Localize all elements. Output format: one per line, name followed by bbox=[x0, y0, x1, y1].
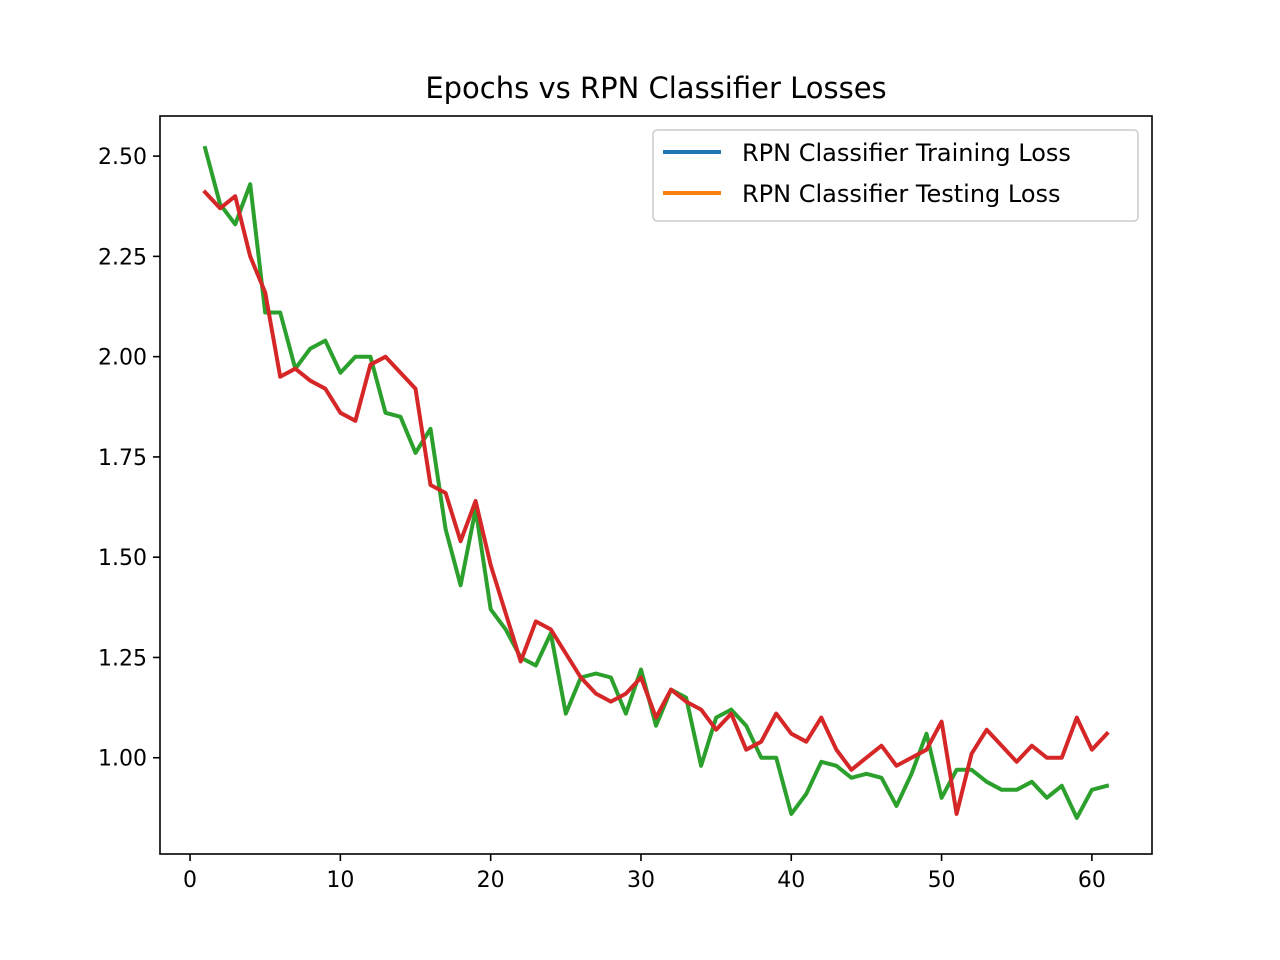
chart-title: Epochs vs RPN Classifier Losses bbox=[425, 71, 886, 105]
legend: RPN Classifier Training Loss RPN Classif… bbox=[652, 129, 1139, 222]
x-axis: 0 10 20 30 40 50 60 bbox=[183, 854, 1106, 893]
x-tick-label: 40 bbox=[777, 868, 805, 893]
y-tick-label: 1.50 bbox=[98, 546, 147, 571]
legend-box bbox=[652, 129, 1139, 222]
y-tick-label: 2.50 bbox=[98, 145, 147, 170]
legend-label-testing: RPN Classifier Testing Loss bbox=[742, 180, 1061, 208]
y-tick-label: 1.25 bbox=[98, 646, 147, 671]
legend-label-training: RPN Classifier Training Loss bbox=[742, 139, 1071, 167]
y-axis: 1.00 1.25 1.50 1.75 2.00 2.25 2.50 bbox=[98, 145, 160, 772]
y-tick-label: 2.00 bbox=[98, 346, 147, 371]
series-layer bbox=[202, 145, 1110, 820]
y-tick-label: 1.00 bbox=[98, 747, 147, 772]
series-line-testing bbox=[202, 189, 1110, 816]
y-tick-label: 1.75 bbox=[98, 446, 147, 471]
series-line-training bbox=[202, 145, 1110, 820]
y-tick-label: 2.25 bbox=[98, 245, 147, 270]
x-tick-label: 20 bbox=[477, 868, 505, 893]
x-tick-label: 50 bbox=[928, 868, 956, 893]
x-tick-label: 10 bbox=[326, 868, 354, 893]
plot-area-frame bbox=[159, 115, 1153, 855]
x-tick-label: 60 bbox=[1078, 868, 1106, 893]
x-tick-label: 0 bbox=[183, 868, 197, 893]
x-tick-label: 30 bbox=[627, 868, 655, 893]
